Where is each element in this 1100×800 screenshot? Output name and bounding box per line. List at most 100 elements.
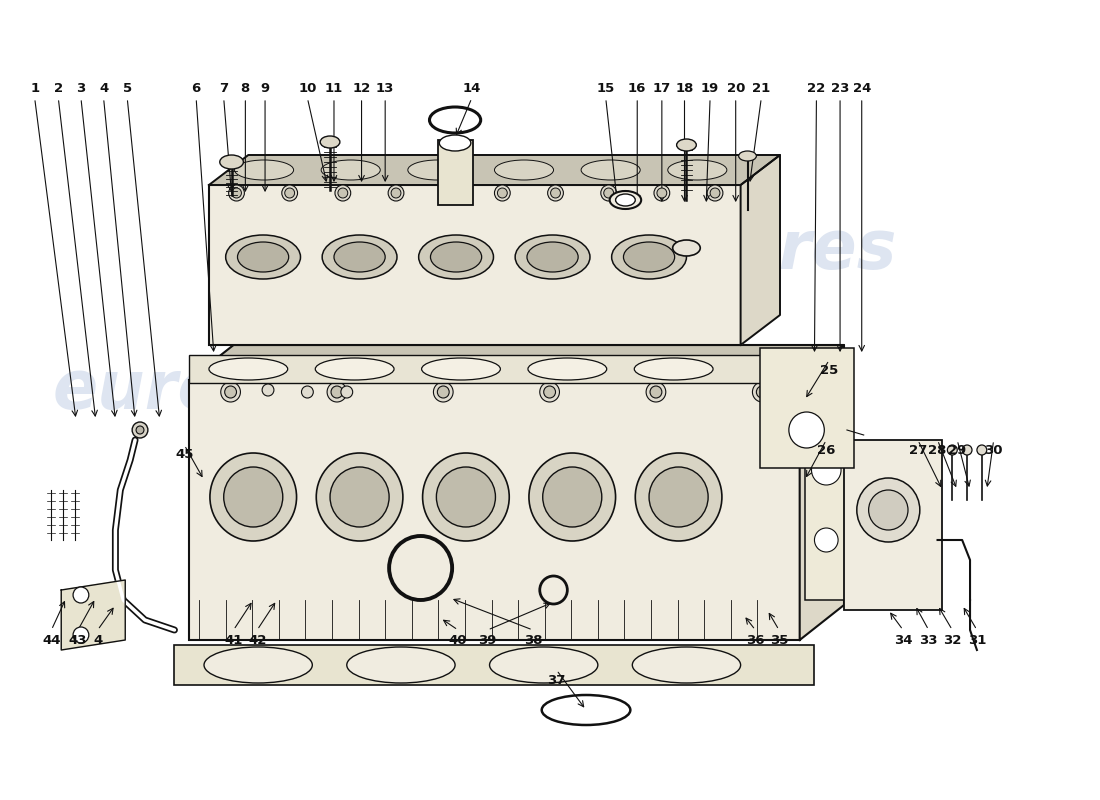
Circle shape bbox=[857, 478, 920, 542]
Circle shape bbox=[636, 453, 722, 541]
Ellipse shape bbox=[419, 235, 494, 279]
Ellipse shape bbox=[204, 647, 312, 683]
Ellipse shape bbox=[739, 151, 757, 161]
Circle shape bbox=[223, 467, 283, 527]
Ellipse shape bbox=[430, 242, 482, 272]
Text: 4: 4 bbox=[99, 82, 108, 94]
Circle shape bbox=[505, 368, 519, 382]
Ellipse shape bbox=[439, 135, 471, 151]
Text: 33: 33 bbox=[920, 634, 938, 646]
Circle shape bbox=[438, 386, 449, 398]
Circle shape bbox=[869, 490, 907, 530]
Polygon shape bbox=[189, 345, 844, 380]
Circle shape bbox=[529, 453, 616, 541]
Text: 11: 11 bbox=[324, 82, 343, 94]
Circle shape bbox=[540, 382, 560, 402]
Circle shape bbox=[977, 445, 987, 455]
Ellipse shape bbox=[322, 235, 397, 279]
Text: 7: 7 bbox=[219, 82, 229, 94]
Text: 25: 25 bbox=[821, 363, 838, 377]
Circle shape bbox=[331, 386, 343, 398]
Ellipse shape bbox=[209, 358, 288, 380]
Circle shape bbox=[132, 422, 147, 438]
Circle shape bbox=[232, 188, 241, 198]
Text: 42: 42 bbox=[248, 634, 266, 646]
Text: 45: 45 bbox=[175, 449, 194, 462]
Bar bbox=[438, 140, 473, 205]
Circle shape bbox=[947, 445, 957, 455]
Text: 30: 30 bbox=[984, 443, 1003, 457]
Ellipse shape bbox=[321, 160, 381, 180]
Text: 38: 38 bbox=[524, 634, 542, 646]
Circle shape bbox=[604, 188, 614, 198]
Text: 20: 20 bbox=[726, 82, 745, 94]
Circle shape bbox=[437, 467, 495, 527]
Ellipse shape bbox=[668, 160, 727, 180]
Circle shape bbox=[543, 386, 556, 398]
Circle shape bbox=[814, 528, 838, 552]
Circle shape bbox=[301, 386, 314, 398]
Circle shape bbox=[388, 185, 404, 201]
Circle shape bbox=[285, 188, 295, 198]
Text: 29: 29 bbox=[948, 443, 967, 457]
Circle shape bbox=[338, 188, 348, 198]
Polygon shape bbox=[740, 155, 780, 345]
Circle shape bbox=[650, 386, 662, 398]
Text: 2: 2 bbox=[54, 82, 63, 94]
Text: 19: 19 bbox=[701, 82, 719, 94]
Ellipse shape bbox=[527, 242, 579, 272]
Ellipse shape bbox=[238, 242, 288, 272]
Text: eurospares: eurospares bbox=[476, 217, 898, 283]
Ellipse shape bbox=[609, 191, 641, 209]
Text: 18: 18 bbox=[675, 82, 694, 94]
Text: eurospares: eurospares bbox=[53, 357, 474, 423]
Circle shape bbox=[210, 453, 297, 541]
Ellipse shape bbox=[635, 358, 713, 380]
Circle shape bbox=[497, 188, 507, 198]
Text: 36: 36 bbox=[746, 634, 764, 646]
Text: 5: 5 bbox=[123, 82, 132, 94]
Circle shape bbox=[221, 382, 241, 402]
Circle shape bbox=[812, 455, 842, 485]
Ellipse shape bbox=[334, 242, 385, 272]
Text: 28: 28 bbox=[928, 443, 947, 457]
Circle shape bbox=[330, 467, 389, 527]
Text: 40: 40 bbox=[449, 634, 468, 646]
Polygon shape bbox=[209, 155, 780, 185]
Polygon shape bbox=[62, 580, 125, 650]
Circle shape bbox=[542, 467, 602, 527]
Circle shape bbox=[657, 188, 667, 198]
Circle shape bbox=[317, 453, 403, 541]
Circle shape bbox=[358, 368, 372, 382]
Text: 21: 21 bbox=[752, 82, 770, 94]
Circle shape bbox=[757, 386, 768, 398]
Bar bbox=[189, 355, 804, 383]
Circle shape bbox=[341, 386, 353, 398]
Text: 31: 31 bbox=[968, 634, 986, 646]
Bar bbox=[804, 420, 849, 600]
Circle shape bbox=[327, 382, 346, 402]
Circle shape bbox=[707, 185, 723, 201]
Ellipse shape bbox=[220, 155, 243, 169]
Circle shape bbox=[653, 368, 667, 382]
Circle shape bbox=[224, 386, 236, 398]
Text: 24: 24 bbox=[852, 82, 871, 94]
Circle shape bbox=[422, 453, 509, 541]
Text: 26: 26 bbox=[817, 443, 836, 457]
Text: 9: 9 bbox=[261, 82, 270, 94]
Ellipse shape bbox=[581, 160, 640, 180]
Text: 10: 10 bbox=[298, 82, 317, 94]
Text: 3: 3 bbox=[76, 82, 86, 94]
Ellipse shape bbox=[528, 358, 607, 380]
Circle shape bbox=[392, 188, 400, 198]
Text: 13: 13 bbox=[376, 82, 395, 94]
Text: 6: 6 bbox=[191, 82, 201, 94]
Text: 22: 22 bbox=[807, 82, 826, 94]
Ellipse shape bbox=[316, 358, 394, 380]
Ellipse shape bbox=[495, 160, 553, 180]
Bar bbox=[760, 348, 854, 468]
Ellipse shape bbox=[234, 160, 294, 180]
Ellipse shape bbox=[408, 160, 466, 180]
Ellipse shape bbox=[320, 136, 340, 148]
Circle shape bbox=[962, 445, 972, 455]
